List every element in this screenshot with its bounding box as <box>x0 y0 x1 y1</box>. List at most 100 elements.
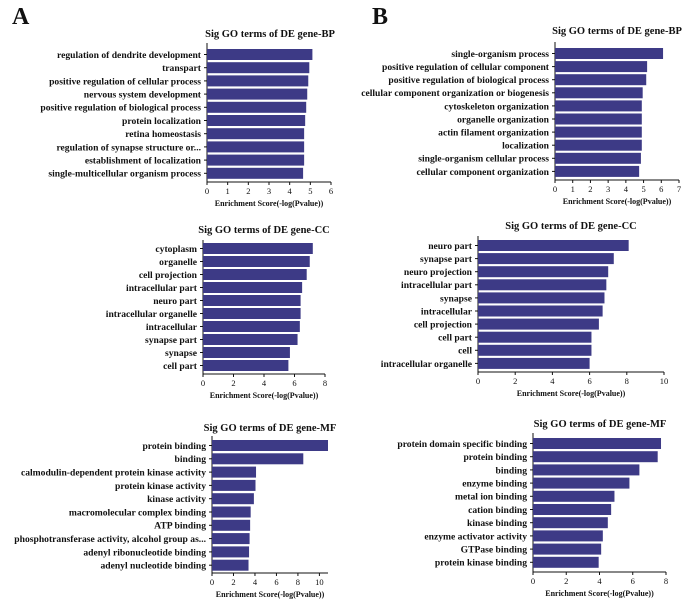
bar <box>478 240 629 251</box>
x-axis-label: Enrichment Score(-log(Pvalue)) <box>215 199 324 208</box>
category-label: phosphotransferase activity, alcohol gro… <box>14 534 206 545</box>
bar <box>207 115 306 126</box>
x-tick-label: 0 <box>205 186 209 196</box>
category-label: actin filament organization <box>438 128 550 139</box>
category-label: GTPase binding <box>461 545 528 556</box>
category-label: intracellular <box>146 322 198 333</box>
category-label: adenyl ribonucleotide binding <box>83 547 206 558</box>
category-label: localization <box>502 141 550 152</box>
bar <box>203 295 301 306</box>
category-label: neuro projection <box>404 267 473 278</box>
bar <box>203 243 313 254</box>
category-label: metal ion binding <box>455 492 527 503</box>
x-tick-label: 2 <box>564 576 568 586</box>
category-label: cell part <box>163 361 198 372</box>
bar <box>555 152 641 164</box>
category-label: synapse <box>440 293 473 304</box>
category-label: calmodulin-dependent protein kinase acti… <box>21 468 206 479</box>
x-tick-label: 4 <box>253 577 258 587</box>
category-label: binding <box>496 465 528 476</box>
x-tick-label: 0 <box>476 376 480 386</box>
x-tick-label: 10 <box>660 376 669 386</box>
bar <box>533 438 662 449</box>
x-tick-label: 0 <box>553 184 557 194</box>
category-label: cellular component organization <box>416 167 549 178</box>
x-tick-label: 2 <box>246 186 250 196</box>
bar <box>203 269 307 280</box>
bar <box>207 154 305 166</box>
category-label: organelle <box>159 257 198 268</box>
bar <box>555 61 648 73</box>
bar <box>212 440 328 451</box>
category-label: intracellular part <box>401 280 473 291</box>
bar <box>533 530 603 542</box>
category-label: intracellular <box>421 306 473 317</box>
bar <box>203 282 303 293</box>
category-label: binding <box>175 454 207 465</box>
bar <box>203 256 310 267</box>
category-label: protein domain specific binding <box>397 439 527 450</box>
bar <box>533 504 612 515</box>
category-label: synapse part <box>420 254 473 265</box>
category-label: protein kinase binding <box>435 558 527 569</box>
x-axis-label: Enrichment Score(-log(Pvalue)) <box>563 197 672 206</box>
category-label: positive regulation of biological proces… <box>388 75 549 86</box>
bar <box>212 493 254 505</box>
category-label: regulation of synapse structure or... <box>56 142 201 153</box>
bar <box>555 48 664 59</box>
category-label: cytoskeleton organization <box>444 101 549 112</box>
bar <box>212 479 256 491</box>
bar <box>207 75 309 87</box>
x-tick-label: 2 <box>513 376 517 386</box>
x-tick-label: 8 <box>664 576 668 586</box>
category-label: synapse part <box>145 335 198 346</box>
bar <box>207 88 308 100</box>
x-tick-label: 4 <box>550 376 555 386</box>
category-label: retina homeostasis <box>125 129 201 140</box>
bar <box>478 344 592 356</box>
category-label: organelle organization <box>457 114 550 125</box>
bar <box>555 74 647 86</box>
category-label: enzyme binding <box>462 479 527 490</box>
bar <box>555 139 642 151</box>
x-tick-label: 6 <box>587 376 591 386</box>
bar <box>533 477 630 489</box>
category-label: single-multicellular organism process <box>48 169 201 180</box>
bar <box>478 253 614 265</box>
bar <box>203 347 290 358</box>
category-label: kinase activity <box>147 494 206 505</box>
bar <box>478 279 607 291</box>
x-tick-label: 0 <box>531 576 535 586</box>
bar <box>203 308 301 319</box>
panel-label-a: A <box>12 4 30 30</box>
x-tick-label: 5 <box>308 186 312 196</box>
x-tick-label: 8 <box>296 577 300 587</box>
x-tick-label: 2 <box>588 184 592 194</box>
chart-title: Sig GO terms of DE gene-MF <box>534 419 667 430</box>
bar <box>212 506 251 518</box>
bar <box>212 533 250 545</box>
bar <box>555 126 642 138</box>
x-tick-label: 4 <box>624 184 629 194</box>
bar <box>533 543 602 555</box>
bar <box>533 517 608 529</box>
bar <box>555 113 642 125</box>
x-tick-label: 4 <box>288 186 293 196</box>
bar <box>207 101 307 113</box>
x-tick-label: 8 <box>323 378 327 388</box>
category-label: cell projection <box>139 270 198 281</box>
category-label: cell projection <box>414 320 473 331</box>
x-tick-label: 6 <box>631 576 635 586</box>
bar <box>207 128 305 140</box>
category-label: protein binding <box>142 441 206 452</box>
category-label: positive regulation of biological proces… <box>40 103 201 114</box>
x-tick-label: 10 <box>315 577 324 587</box>
category-label: cell <box>458 346 472 357</box>
x-tick-label: 0 <box>210 577 214 587</box>
category-label: adenyl nucleotide binding <box>100 561 206 572</box>
x-tick-label: 6 <box>274 577 278 587</box>
